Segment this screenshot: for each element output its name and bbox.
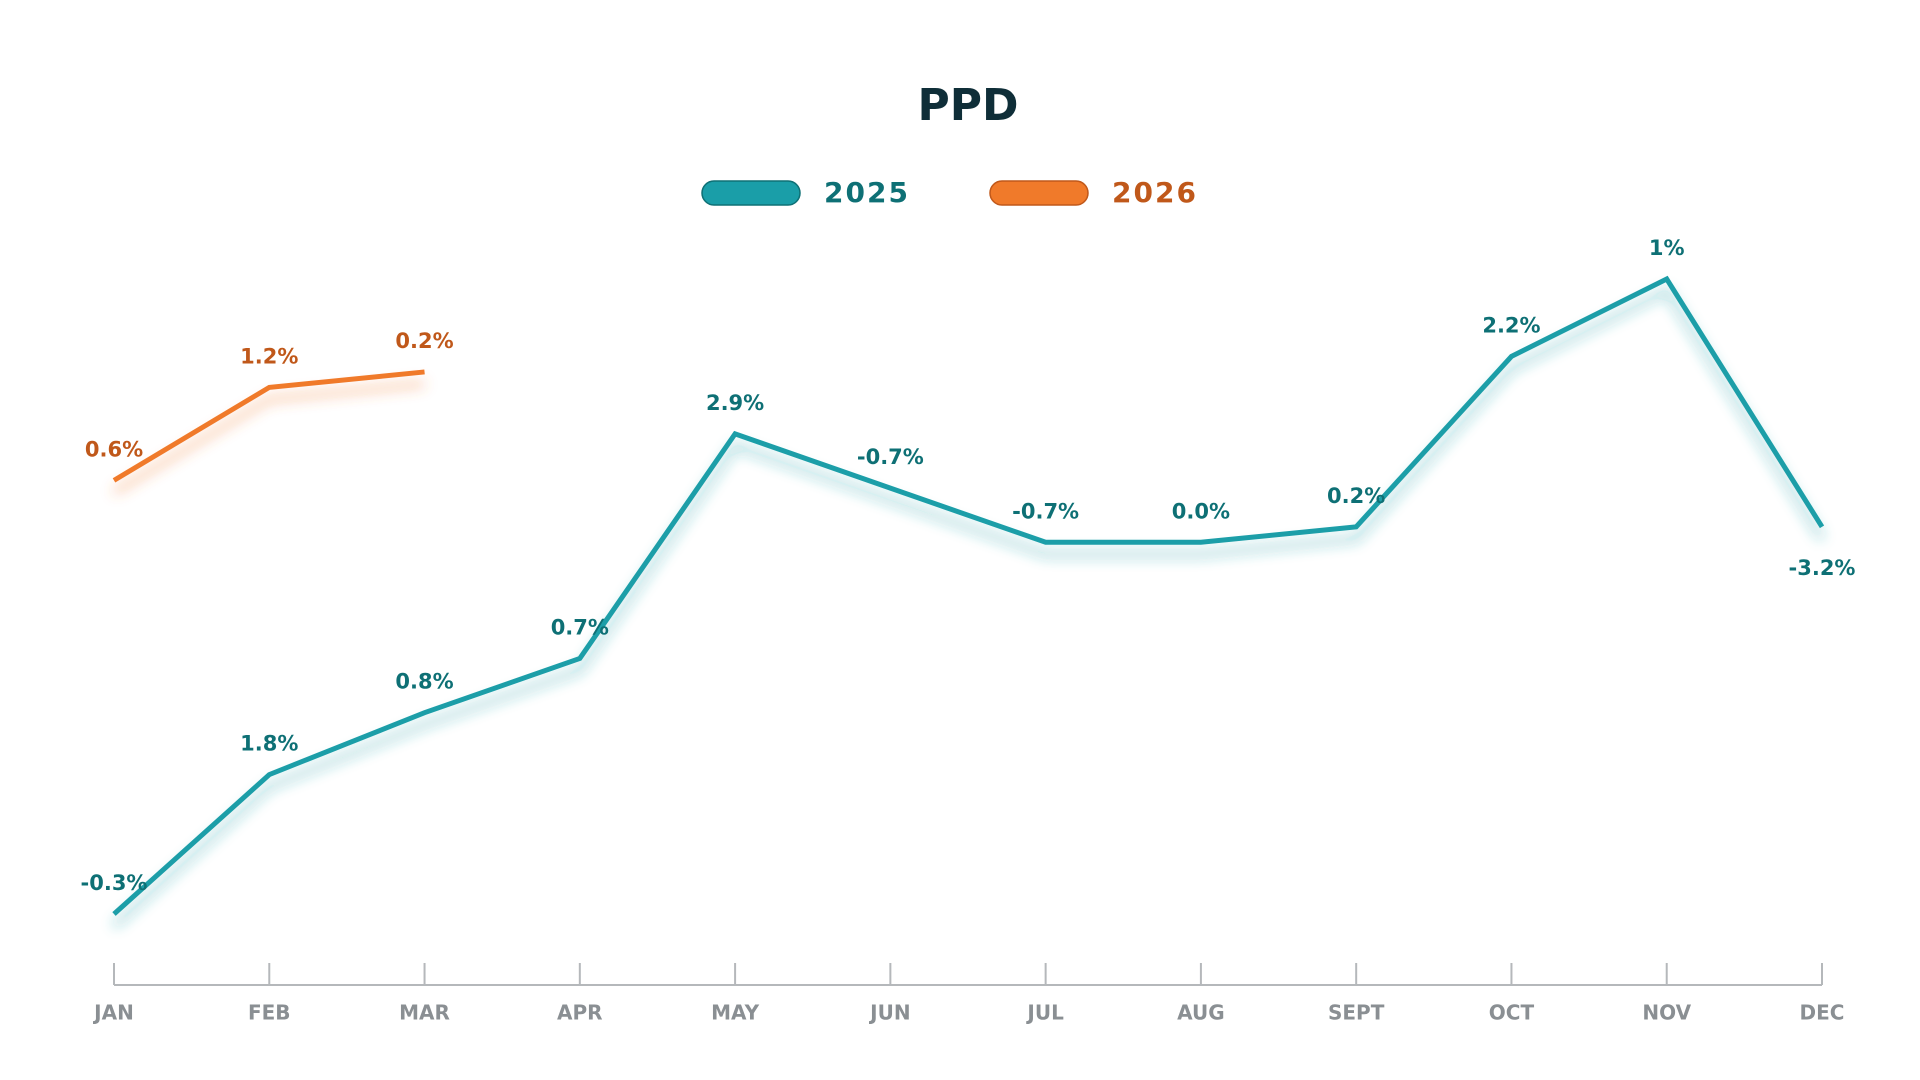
value-label: 0.2%	[395, 329, 453, 353]
value-label: -0.3%	[81, 871, 148, 895]
value-label: 2.9%	[706, 391, 764, 415]
legend-swatch	[701, 180, 801, 206]
x-tick-label: SEPT	[1328, 1001, 1385, 1025]
legend-label: 2025	[824, 176, 910, 209]
x-tick-label: DEC	[1800, 1001, 1845, 1025]
x-tick-label: MAR	[399, 1001, 450, 1025]
x-tick-label: MAY	[711, 1001, 759, 1025]
value-label: 1%	[1649, 236, 1685, 260]
value-label: 1.2%	[240, 344, 298, 368]
value-label: 0.6%	[85, 437, 143, 461]
chart-title: PPD	[917, 80, 1018, 131]
value-label: 0.2%	[1327, 484, 1385, 508]
x-tick-label: FEB	[248, 1001, 291, 1025]
x-tick-label: APR	[557, 1001, 603, 1025]
value-label: 0.7%	[551, 615, 609, 639]
x-tick-label: JAN	[92, 1001, 134, 1025]
x-tick-label: NOV	[1642, 1001, 1691, 1025]
line	[112, 369, 425, 483]
legend-label: 2026	[1112, 176, 1198, 209]
x-tick-label: OCT	[1489, 1001, 1535, 1025]
value-label: 2.2%	[1482, 313, 1540, 337]
line	[112, 275, 1825, 916]
value-label: 0.0%	[1172, 499, 1230, 523]
x-tick-label: JUN	[868, 1001, 910, 1025]
value-label: -0.7%	[857, 445, 924, 469]
value-label: 1.8%	[240, 732, 298, 756]
value-label: -0.7%	[1012, 499, 1079, 523]
legend-swatch	[989, 180, 1089, 206]
value-label: -3.2%	[1789, 556, 1856, 580]
x-tick-label: AUG	[1177, 1001, 1225, 1025]
value-label: 0.8%	[395, 670, 453, 694]
x-tick-label: JUL	[1025, 1001, 1064, 1025]
